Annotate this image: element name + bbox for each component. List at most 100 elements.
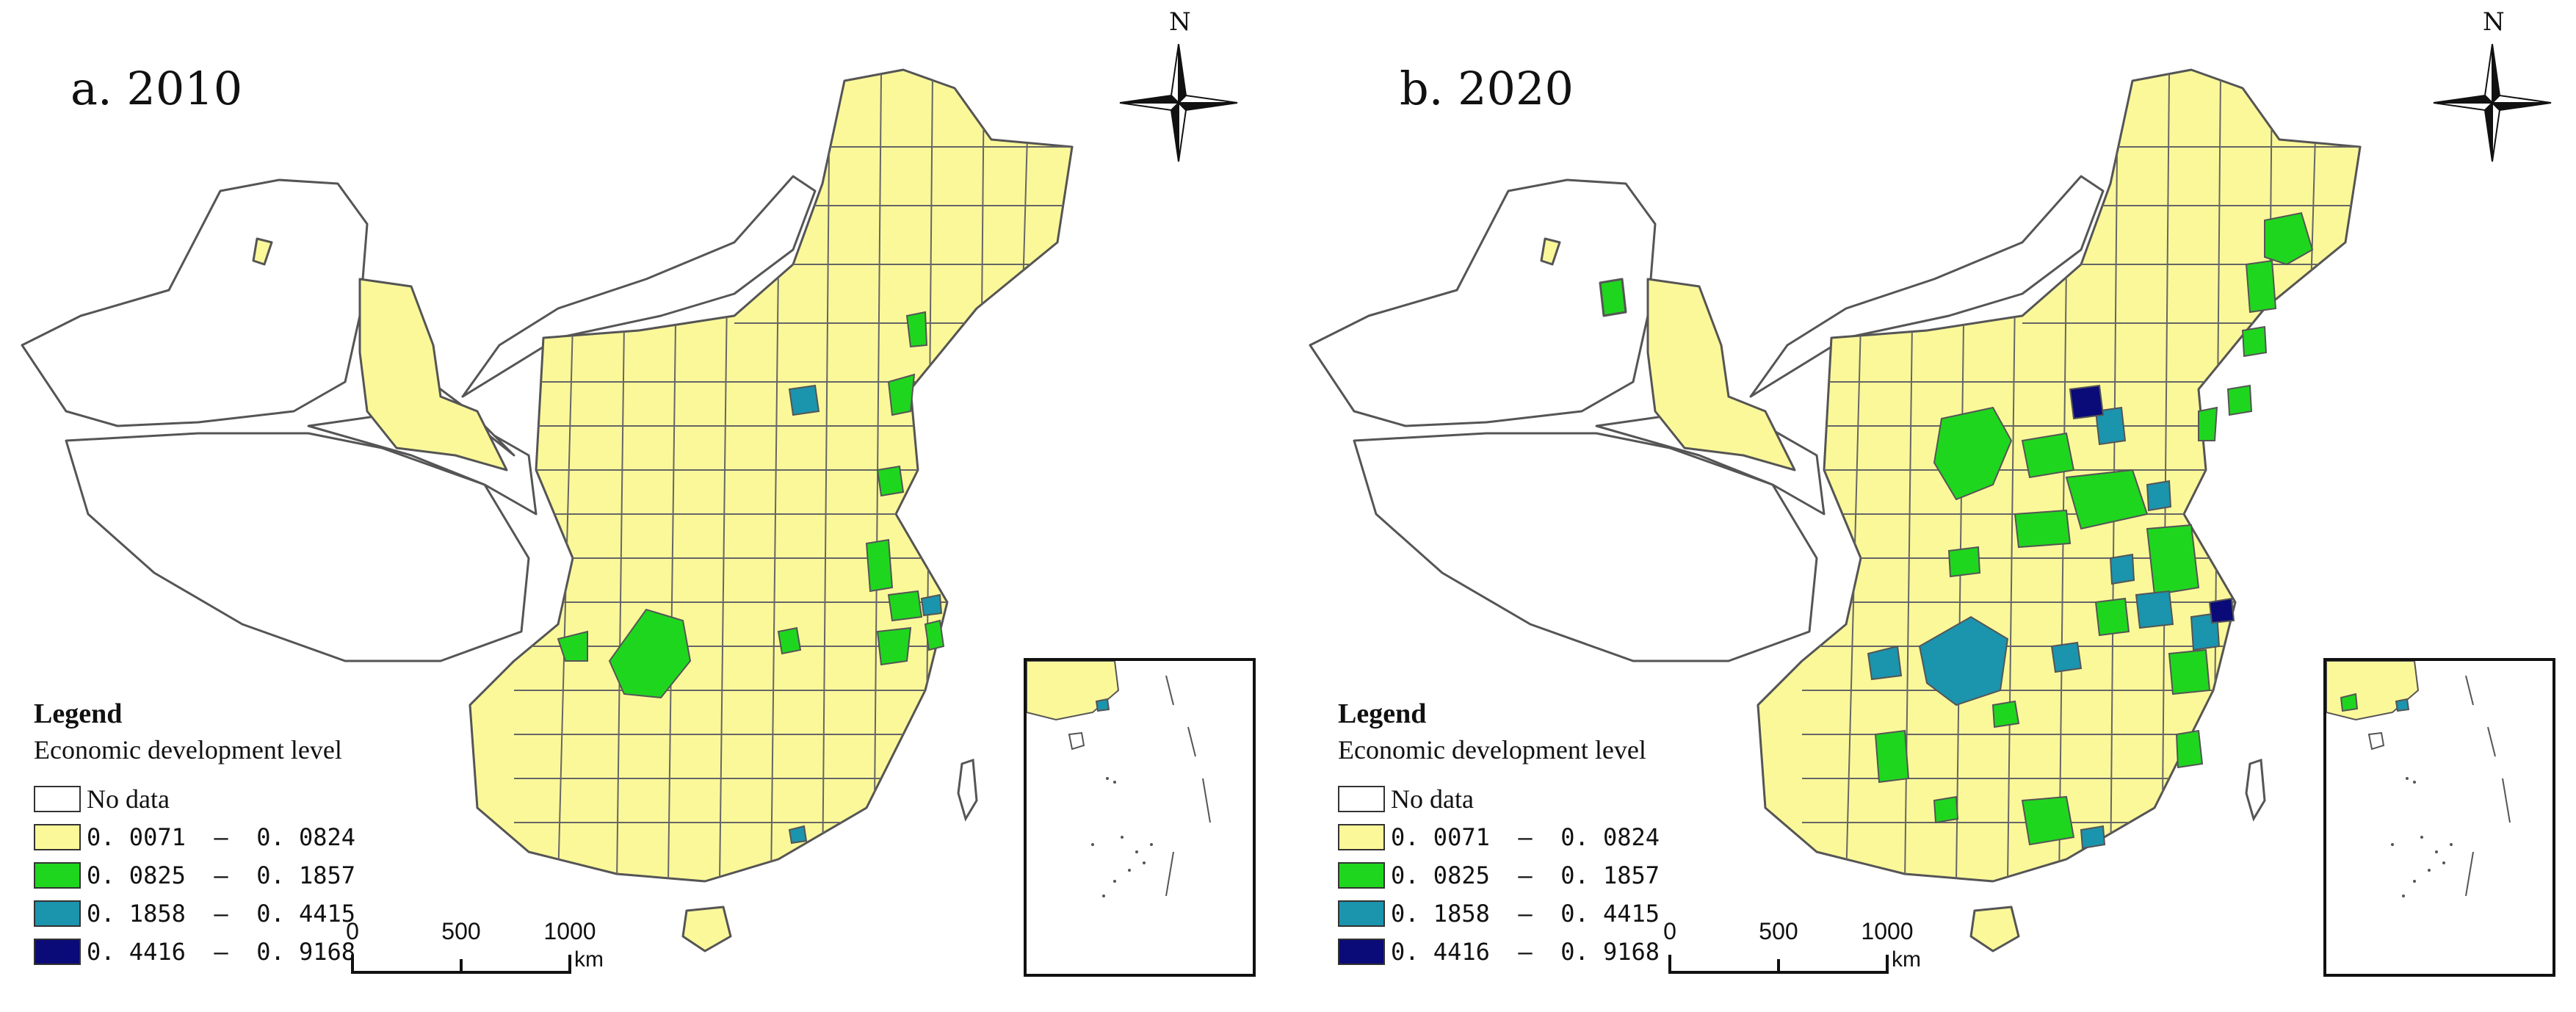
region-hami xyxy=(1646,278,1796,471)
area-henan-2020 xyxy=(2014,509,2072,549)
region-altay xyxy=(252,237,273,266)
legend-subtitle: Economic development level xyxy=(1338,735,1646,765)
south-china-sea-inset xyxy=(1024,658,1256,977)
scale-tick-label: 500 xyxy=(441,918,481,944)
region-urumqi xyxy=(1599,278,1627,317)
area-ordos-2020 xyxy=(1933,406,2013,501)
region-taiwan xyxy=(957,758,978,822)
legend-swatch xyxy=(34,900,81,927)
area-fujian-2010 xyxy=(924,619,945,651)
area-shenzhen-2020 xyxy=(2080,825,2106,850)
legend-item-class1: 0. 0071 – 0. 0824 xyxy=(34,818,430,856)
legend-swatch xyxy=(34,824,81,850)
area-dalian-2020 xyxy=(2198,406,2218,441)
area-guizhou-2020 xyxy=(1874,729,1910,784)
area-jiangsu-2020 xyxy=(2146,524,2200,596)
scale-tick-label: 0 xyxy=(1663,918,1676,944)
scale-bar-line xyxy=(351,955,571,974)
area-guangzhou-2010 xyxy=(788,825,808,845)
legend-item-class3: 0. 1858 – 0. 4415 xyxy=(34,894,430,933)
legend: Legend Economic development level No dat… xyxy=(1338,698,1734,971)
class2-areas-2010 xyxy=(557,311,945,699)
area-anhui-2020 xyxy=(2094,597,2130,637)
area-wuhan-2020 xyxy=(2050,641,2083,673)
area-jiangsu-2010 xyxy=(865,538,894,593)
south-china-sea-inset xyxy=(2323,658,2555,977)
area-shanghai-area-2010 xyxy=(887,590,923,622)
class3-areas-2020 xyxy=(1867,406,2221,850)
legend-swatch xyxy=(1338,862,1385,889)
china-map-2010 xyxy=(21,43,1238,953)
area-tianjin-2020 xyxy=(2094,406,2127,446)
legend-item-no-data: No data xyxy=(1338,780,1734,818)
legend-swatch xyxy=(34,786,81,812)
area-beijing-2020 xyxy=(2069,384,2105,420)
area-wuhan-2010 xyxy=(777,626,802,655)
legend-item-class4: 0. 4416 – 0. 9168 xyxy=(34,933,430,971)
region-hainan xyxy=(1969,906,2020,953)
scale-bar: 0 500 1000 km xyxy=(1663,918,1928,977)
scale-bar-line xyxy=(1668,955,1889,974)
area-changchun-2020 xyxy=(2241,325,2268,358)
legend: Legend Economic development level No dat… xyxy=(34,698,430,971)
china-map-2020 xyxy=(1309,43,2552,953)
legend-heading: Legend xyxy=(1338,698,1427,729)
area-sichuan-east-2010 xyxy=(557,630,588,662)
area-beijing-2010 xyxy=(788,384,820,416)
legend-heading: Legend xyxy=(34,698,123,729)
region-east-china xyxy=(1756,68,2362,883)
class4-areas-2020 xyxy=(2069,384,2235,624)
legend-swatch xyxy=(1338,786,1385,812)
area-shandong-2020 xyxy=(2065,469,2149,530)
area-chongqing-2020 xyxy=(1918,615,2009,706)
legend-item-class3: 0. 1858 – 0. 4415 xyxy=(1338,894,1734,933)
scale-unit: km xyxy=(574,947,604,972)
area-harbin-2020 xyxy=(2264,212,2314,266)
map-panel-2020: b. 2020 N Legend Economic development le… xyxy=(1288,0,2576,1012)
region-east-china xyxy=(468,68,1074,883)
north-label: N xyxy=(1169,7,1191,37)
class2-areas-2020 xyxy=(1874,212,2314,846)
area-shandong-2010 xyxy=(876,465,905,497)
region-taiwan xyxy=(2245,758,2266,822)
area-zhejiang-2020 xyxy=(2168,648,2211,695)
scale-bar: 0 500 1000 km xyxy=(346,918,611,977)
region-altay xyxy=(1540,237,1561,266)
region-hami xyxy=(358,278,508,471)
area-dalian-2010 xyxy=(887,373,916,416)
north-arrow-icon xyxy=(1119,43,1238,162)
legend-subtitle: Economic development level xyxy=(34,735,342,765)
area-shenyang-2020 xyxy=(2226,384,2253,416)
area-nanning-2020 xyxy=(1933,795,1959,824)
area-daqing-2010 xyxy=(905,311,928,348)
area-changsha-2020 xyxy=(1991,700,2020,729)
class3-areas-2010 xyxy=(788,384,943,845)
north-label: N xyxy=(2483,7,2505,37)
scale-tick-label: 500 xyxy=(1759,918,1798,944)
legend-swatch xyxy=(34,939,81,965)
north-arrow-icon xyxy=(2433,43,2552,162)
area-zhejiang-2010 xyxy=(876,626,912,666)
scale-unit: km xyxy=(1892,947,1921,972)
legend-item-class2: 0. 0825 – 0. 1857 xyxy=(1338,856,1734,894)
scale-tick-label: 1000 xyxy=(1861,918,1914,944)
area-hefei-2020 xyxy=(2109,553,2135,585)
region-xinjiang xyxy=(1309,178,1657,427)
area-chengdu-2020 xyxy=(1867,645,1903,681)
map-panel-2010: a. 2010 N Legend Economic development le… xyxy=(21,7,1256,977)
area-hebei-2020 xyxy=(2021,432,2075,479)
legend-swatch xyxy=(34,862,81,889)
area-shanghai-2020 xyxy=(2208,597,2235,624)
scale-tick-label: 1000 xyxy=(543,918,596,944)
area-qingdao-2020 xyxy=(2146,480,2172,512)
legend-swatch xyxy=(1338,939,1385,965)
scale-tick-label: 0 xyxy=(346,918,359,944)
panel-title: a. 2010 xyxy=(70,62,243,115)
legend-item-no-data: No data xyxy=(34,780,430,818)
panel-title: b. 2020 xyxy=(1400,62,1574,115)
area-daqing-2020 xyxy=(2245,259,2277,314)
legend-swatch xyxy=(1338,824,1385,850)
area-shanghai-2010 xyxy=(920,593,943,617)
legend-item-class4: 0. 4416 – 0. 9168 xyxy=(1338,933,1734,971)
region-hainan xyxy=(681,906,732,953)
